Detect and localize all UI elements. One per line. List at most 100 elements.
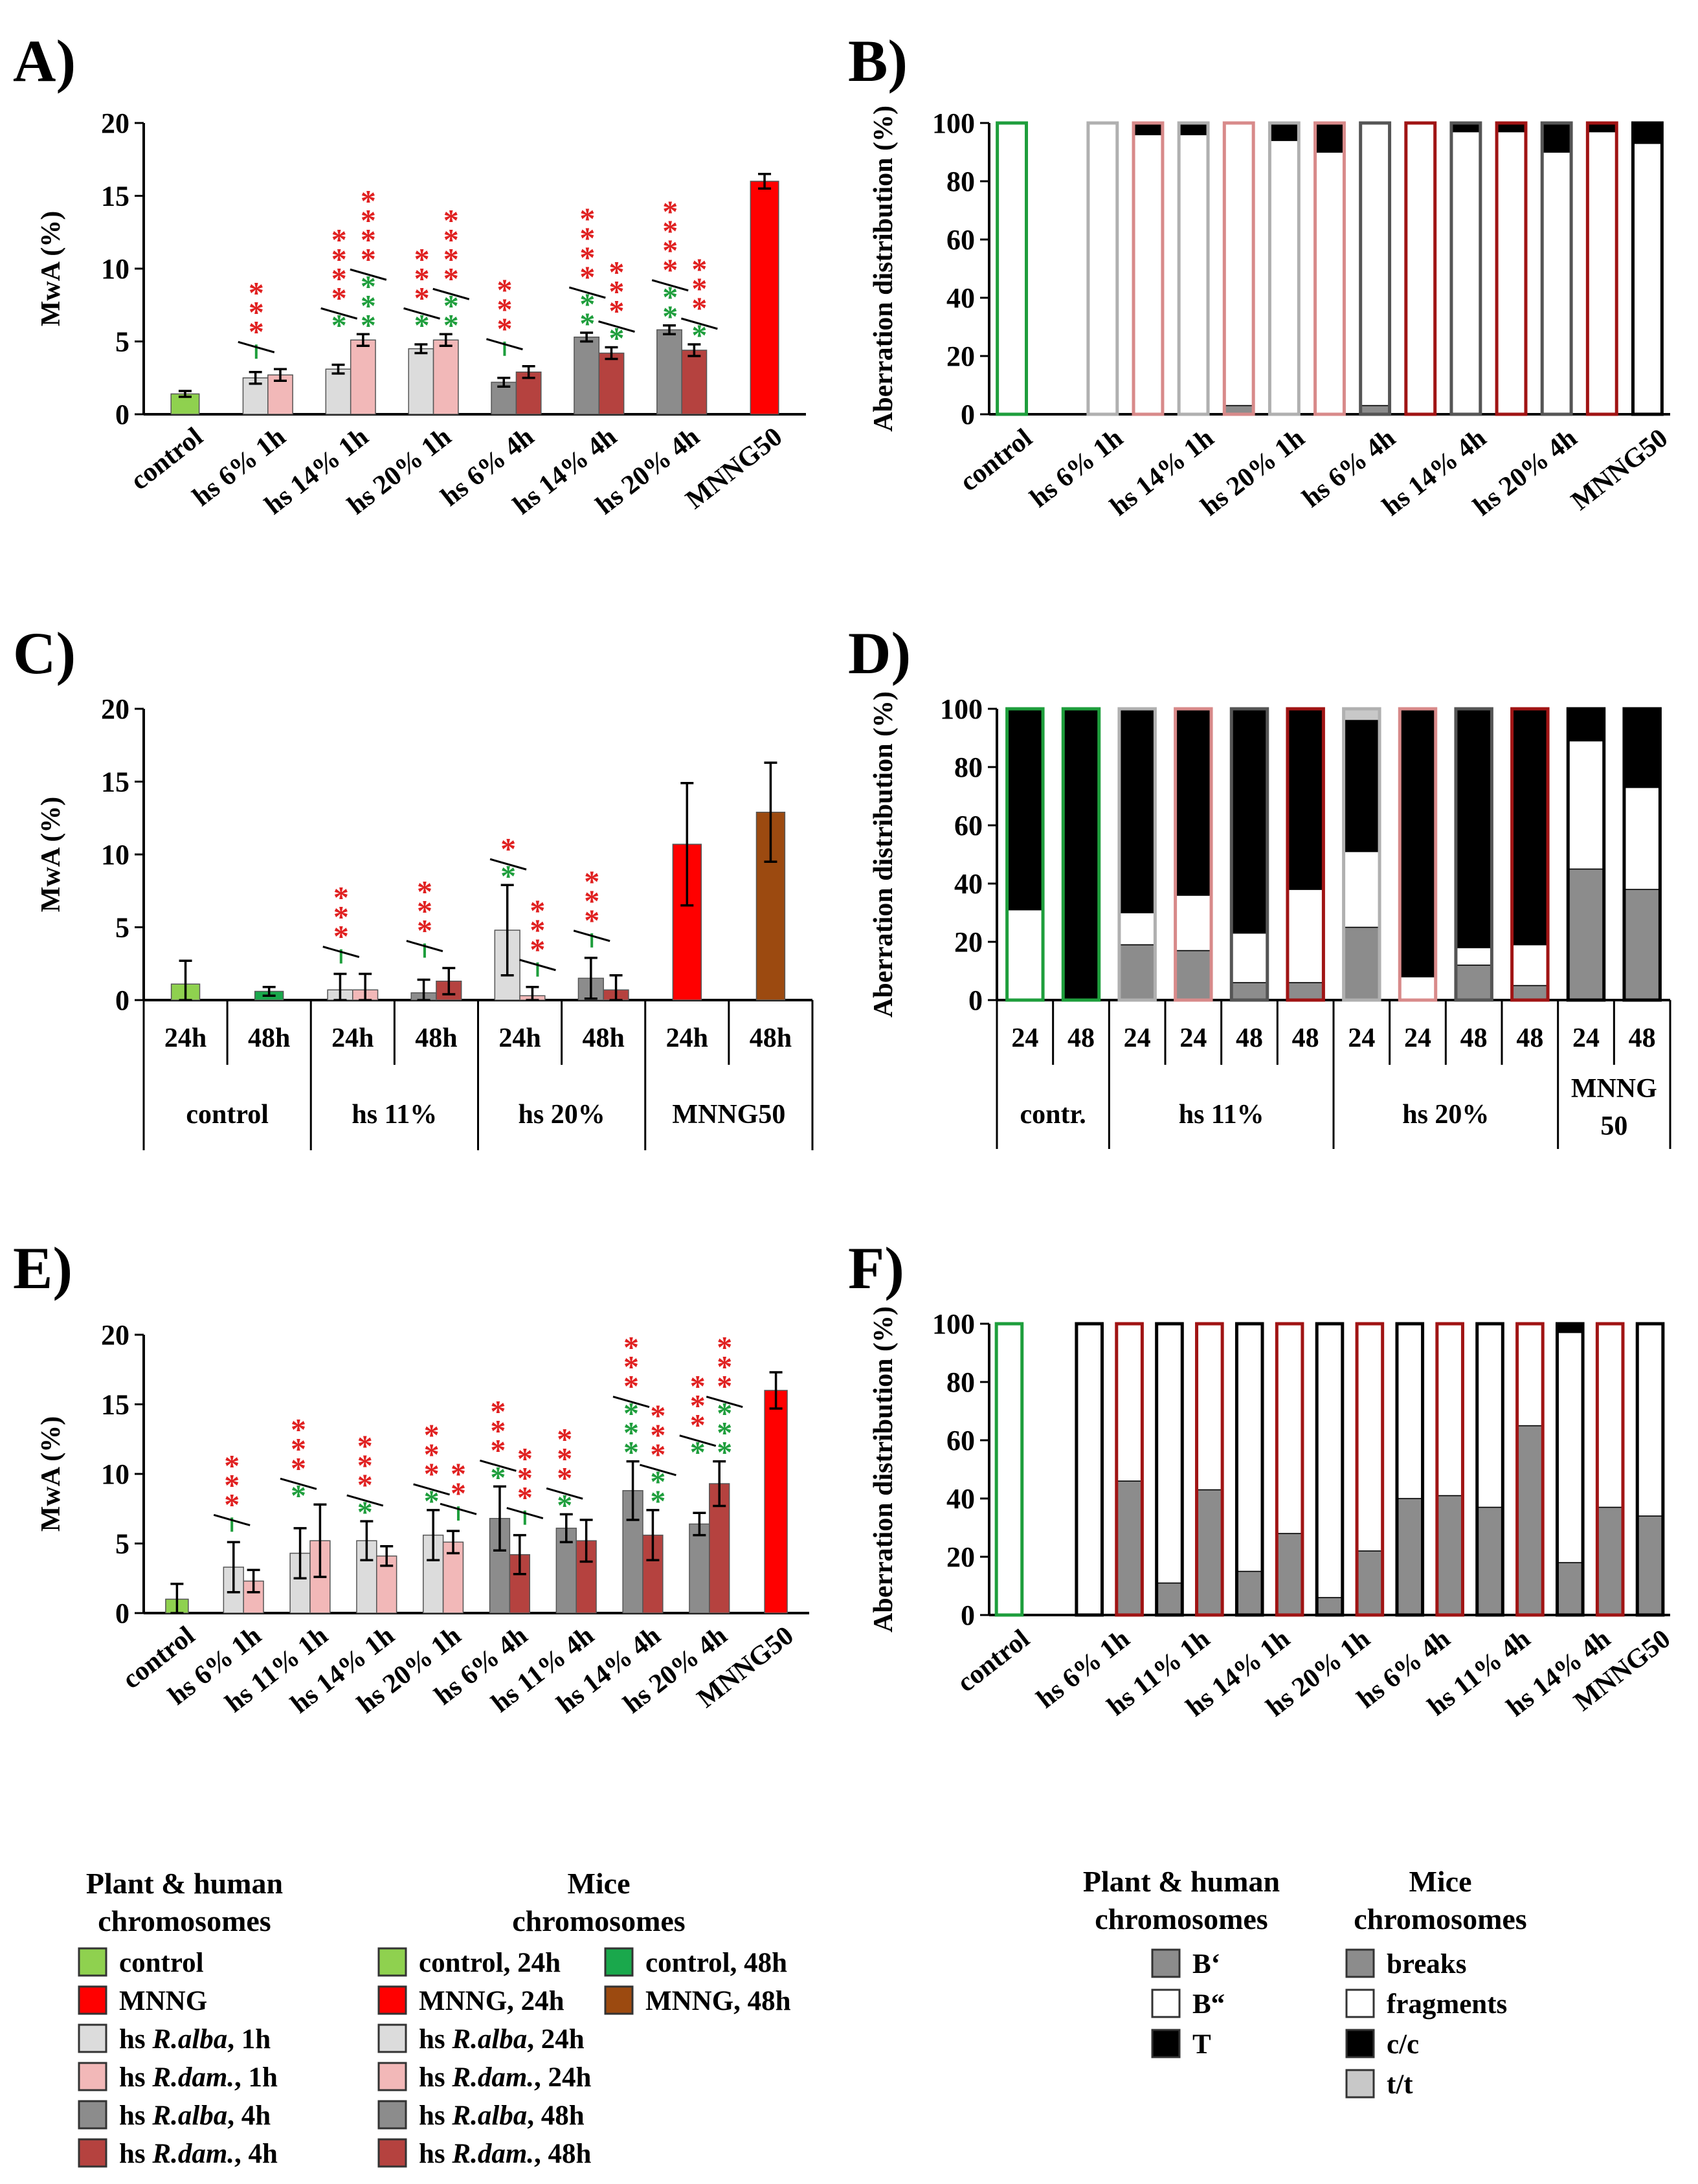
stack-segment	[1516, 1323, 1543, 1427]
stack-segment	[1156, 1582, 1183, 1616]
bar-outline	[1313, 121, 1346, 416]
legend-item-swatch	[1151, 2029, 1181, 2058]
stack-segment	[1196, 1489, 1223, 1616]
bar-outline	[1631, 121, 1664, 416]
significance-star: *	[517, 1462, 533, 1496]
significance-star: *	[717, 1416, 732, 1451]
significance-line	[432, 287, 470, 300]
bar-outline	[1222, 121, 1255, 416]
stack-segment	[1231, 932, 1268, 983]
bar-label: 24	[1348, 1023, 1375, 1053]
stack-segment	[1632, 142, 1663, 415]
y-tick-label: 5	[115, 1528, 129, 1560]
bar	[575, 1540, 597, 1614]
significance-star: *	[497, 273, 512, 307]
significance-star: *	[291, 1451, 306, 1486]
group-label: 48h	[248, 1023, 290, 1053]
significance-line	[413, 1483, 451, 1496]
stack-segment	[1516, 1425, 1543, 1616]
panel-label: D)	[848, 620, 911, 686]
bar-outline	[1177, 121, 1210, 416]
bar-label: 48	[1236, 1023, 1263, 1053]
stack-segment	[1455, 947, 1493, 966]
y-tick-label: 10	[101, 1458, 129, 1490]
y-tick-label: 20	[101, 1319, 129, 1351]
significance-star: *	[361, 223, 376, 257]
y-tick-label: 80	[946, 1366, 975, 1398]
bar-outline	[1075, 1322, 1104, 1617]
significance-line	[213, 1513, 251, 1526]
significance-star: *	[361, 308, 376, 342]
significance-line	[346, 1494, 384, 1507]
bar-label: 48	[1629, 1023, 1656, 1053]
legend-title: chromosomes	[98, 1904, 271, 1937]
panel-B: B) 0 20 40 60 80 100 Aberration distribution (%…	[848, 28, 1673, 522]
legend-item-swatch	[604, 1947, 634, 1977]
bar	[689, 1523, 710, 1614]
stack-segment	[1624, 889, 1661, 1001]
supergroup-label: control	[186, 1100, 269, 1130]
panel-label: B)	[848, 28, 908, 94]
supergroup-label: contr.	[1020, 1100, 1086, 1130]
y-axis-label: Aberration distribution (%)	[869, 691, 899, 1018]
legend-title: chromosomes	[512, 1904, 685, 1937]
bar-outline	[1404, 121, 1437, 416]
stack-segment	[1287, 889, 1324, 983]
significance-star: *	[623, 1436, 639, 1470]
legend-title: Plant & human	[86, 1867, 283, 1900]
bar	[764, 1390, 788, 1614]
y-tick-label: 20	[946, 340, 975, 372]
significance-star: *	[623, 1416, 639, 1451]
bar	[656, 329, 682, 415]
stack-segment	[1511, 944, 1548, 986]
bar-outline	[1540, 121, 1573, 416]
significance-star: *	[579, 260, 595, 295]
significance-star: *	[662, 234, 678, 268]
stack-segment	[1174, 895, 1212, 952]
significance-line	[573, 930, 610, 942]
stack-segment	[1174, 950, 1212, 1001]
significance-star: *	[357, 1449, 373, 1483]
significance-star: *	[424, 1457, 440, 1491]
stack-segment	[1119, 912, 1156, 946]
legend-item-swatch	[1345, 1948, 1375, 1978]
stack-segment	[1396, 1323, 1424, 1499]
group-label: 24h	[498, 1023, 541, 1053]
significance-star: *	[579, 221, 595, 256]
significance-line	[322, 946, 360, 958]
panel-F: F) 0 20 40 60 80 100 Aberration distribution (%…	[848, 1235, 1676, 1722]
stack-segment	[1133, 122, 1163, 135]
significance-star: *	[557, 1461, 572, 1495]
legend-item-label: B“	[1192, 1989, 1225, 2020]
bar-outline	[994, 1322, 1024, 1617]
stack-segment	[1223, 122, 1254, 407]
legend-left: Plant & human chromosomes Mice chromosomes c…	[78, 1867, 791, 2169]
significance-star: *	[361, 184, 376, 218]
legend-title: chromosomes	[1095, 1902, 1268, 1935]
significance-star: *	[579, 307, 595, 341]
stack-segment	[1236, 1570, 1263, 1616]
y-tick-label: 60	[954, 810, 983, 841]
stack-segment	[1269, 140, 1300, 415]
supergroup-label: hs 11%	[1179, 1100, 1264, 1130]
stack-segment	[1356, 1550, 1383, 1616]
bar-outline	[1005, 707, 1045, 1002]
significance-star: *	[650, 1438, 665, 1472]
significance-star: *	[424, 1438, 440, 1472]
y-tick-label: 15	[101, 181, 129, 212]
legend-item-swatch	[1345, 1989, 1375, 2018]
x-category-label: control	[952, 1624, 1035, 1699]
stack-segment	[1343, 720, 1380, 852]
legend-item-swatch	[1151, 1948, 1181, 1978]
legend-item-swatch	[377, 2023, 407, 2053]
bar-outline	[1515, 1322, 1545, 1617]
bar-outline	[1275, 1322, 1304, 1617]
bar	[574, 337, 600, 415]
stack-segment	[1567, 708, 1605, 742]
significance-star: *	[331, 281, 347, 315]
significance-star: *	[717, 1370, 732, 1404]
group-label: 24h	[164, 1023, 207, 1053]
bar-label: 24	[1572, 1023, 1600, 1053]
significance-star: *	[443, 203, 459, 238]
